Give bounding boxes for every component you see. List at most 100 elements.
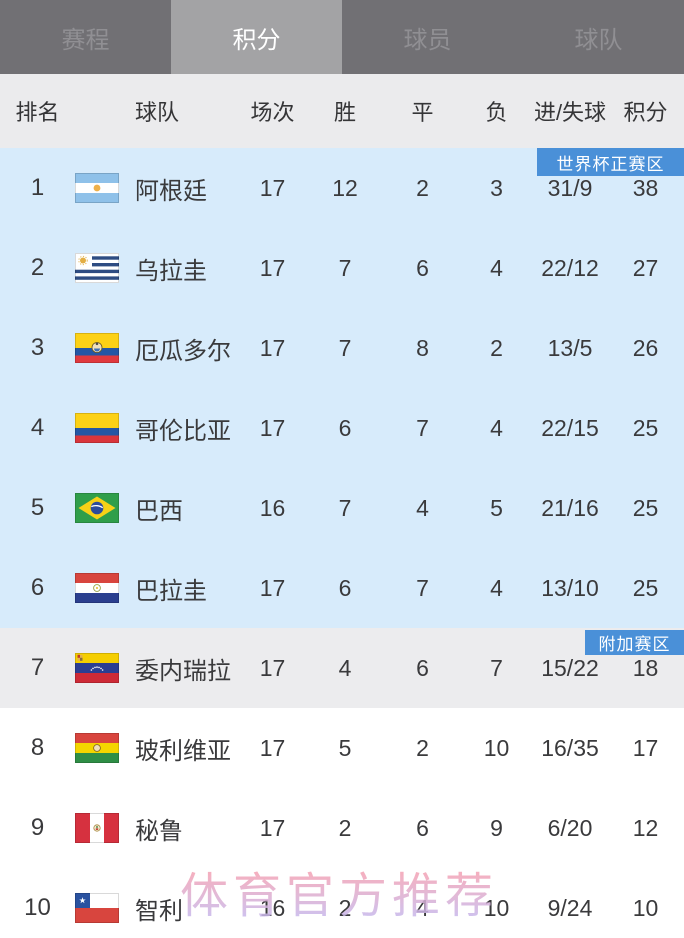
- tab-players[interactable]: 球员: [403, 26, 452, 54]
- table-row[interactable]: 8 玻利维亚 17 5 2 10 16/35 17: [0, 708, 684, 788]
- losses-cell: 7: [490, 654, 503, 681]
- points-cell: 25: [632, 494, 659, 521]
- rank-cell: 6: [30, 574, 45, 601]
- table-body: 1 阿根廷 17 12 2 3 31/9 38 2 乌拉圭 17 7 6 4 2…: [0, 148, 684, 938]
- team-name: 智利: [135, 897, 183, 925]
- table-row[interactable]: 4 哥伦比亚 17 6 7 4 22/15 25: [0, 388, 684, 468]
- rank-cell: 10: [24, 894, 51, 921]
- played-cell: 17: [259, 174, 286, 201]
- goals-cell: 13/10: [541, 574, 599, 601]
- wins-cell: 7: [338, 334, 352, 361]
- draws-cell: 6: [416, 814, 429, 841]
- rank-cell: 7: [30, 654, 45, 681]
- flag-argentina-icon: [75, 173, 123, 203]
- goals-cell: 22/12: [541, 254, 599, 281]
- points-cell: 25: [632, 574, 659, 601]
- points-cell: 38: [632, 174, 659, 201]
- played-cell: 17: [259, 814, 286, 841]
- wins-cell: 5: [338, 734, 352, 761]
- played-cell: 16: [259, 894, 286, 921]
- losses-cell: 9: [490, 814, 503, 841]
- flag-venezuela-icon: [75, 653, 123, 683]
- points-cell: 17: [632, 734, 659, 761]
- flag-chile-icon: [75, 893, 123, 923]
- draws-cell: 8: [416, 334, 429, 361]
- team-name: 乌拉圭: [135, 257, 207, 285]
- losses-cell: 5: [490, 494, 503, 521]
- flag-peru-icon: [75, 813, 123, 843]
- wins-cell: 7: [338, 254, 352, 281]
- flag-uruguay-icon: [75, 253, 123, 283]
- draws-cell: 2: [416, 174, 429, 201]
- header-rank: 排名: [15, 100, 60, 125]
- draws-cell: 4: [416, 494, 429, 521]
- playoff-zone-badge: 附加赛区: [585, 630, 684, 655]
- wins-cell: 2: [338, 894, 352, 921]
- rank-cell: 4: [30, 414, 45, 441]
- points-cell: 12: [632, 814, 659, 841]
- goals-cell: 21/16: [541, 494, 599, 521]
- goals-cell: 22/15: [541, 414, 599, 441]
- team-name: 秘鲁: [135, 817, 183, 845]
- team-name: 巴西: [135, 497, 183, 525]
- draws-cell: 4: [416, 894, 429, 921]
- losses-cell: 4: [490, 414, 503, 441]
- team-name: 巴拉圭: [135, 577, 207, 605]
- rank-cell: 8: [30, 734, 45, 761]
- table-header-row: 排名 球队 场次 胜 平 负 进/失球 积分: [0, 74, 684, 148]
- wins-cell: 6: [338, 414, 352, 441]
- losses-cell: 2: [490, 334, 503, 361]
- table-row[interactable]: 5 巴西 16 7 4 5 21/16 25: [0, 468, 684, 548]
- wins-cell: 12: [332, 174, 358, 201]
- flag-ecuador-icon: [75, 333, 123, 363]
- points-cell: 18: [632, 654, 659, 681]
- table-row[interactable]: 7 委内瑞拉 17 4 6 7 15/22 18: [0, 628, 684, 708]
- header-draws: 平: [411, 100, 434, 125]
- goals-cell: 16/35: [541, 734, 599, 761]
- rank-cell: 9: [30, 814, 45, 841]
- goals-cell: 15/22: [541, 654, 599, 681]
- tab-schedule[interactable]: 赛程: [61, 26, 110, 54]
- header-losses: 负: [485, 100, 508, 125]
- draws-cell: 7: [416, 574, 429, 601]
- team-name: 阿根廷: [135, 177, 207, 205]
- header-goals: 进/失球: [533, 100, 607, 125]
- draws-cell: 6: [416, 254, 429, 281]
- played-cell: 16: [259, 494, 286, 521]
- header-played: 场次: [250, 100, 295, 125]
- wins-cell: 6: [338, 574, 352, 601]
- tab-standings[interactable]: 积分: [171, 0, 342, 74]
- played-cell: 17: [259, 254, 286, 281]
- flag-colombia-icon: [75, 413, 123, 443]
- played-cell: 17: [259, 414, 286, 441]
- tab-bar: 赛程 积分 球员 球队: [0, 0, 684, 74]
- goals-cell: 13/5: [547, 334, 593, 361]
- wins-cell: 7: [338, 494, 352, 521]
- table-row[interactable]: 10 智利 16 2 4 10 9/24 10: [0, 868, 684, 938]
- header-points: 积分: [623, 100, 668, 125]
- losses-cell: 4: [490, 574, 503, 601]
- losses-cell: 4: [490, 254, 503, 281]
- flag-paraguay-icon: [75, 573, 123, 603]
- table-row[interactable]: 6 巴拉圭 17 6 7 4 13/10 25: [0, 548, 684, 628]
- header-wins: 胜: [333, 100, 356, 125]
- goals-cell: 31/9: [547, 174, 593, 201]
- header-team: 球队: [135, 100, 180, 125]
- played-cell: 17: [259, 654, 286, 681]
- rank-cell: 5: [30, 494, 45, 521]
- table-row[interactable]: 3 厄瓜多尔 17 7 8 2 13/5 26: [0, 308, 684, 388]
- wins-cell: 4: [338, 654, 352, 681]
- draws-cell: 6: [416, 654, 429, 681]
- table-row[interactable]: 2 乌拉圭 17 7 6 4 22/12 27: [0, 228, 684, 308]
- flag-brazil-icon: [75, 493, 123, 523]
- team-name: 玻利维亚: [135, 737, 231, 765]
- goals-cell: 6/20: [547, 814, 593, 841]
- flag-bolivia-icon: [75, 733, 123, 763]
- rank-cell: 1: [30, 174, 45, 201]
- points-cell: 27: [632, 254, 659, 281]
- tab-teams[interactable]: 球队: [574, 26, 623, 54]
- rank-cell: 2: [30, 254, 45, 281]
- draws-cell: 2: [416, 734, 429, 761]
- table-row[interactable]: 9 秘鲁 17 2 6 9 6/20 12: [0, 788, 684, 868]
